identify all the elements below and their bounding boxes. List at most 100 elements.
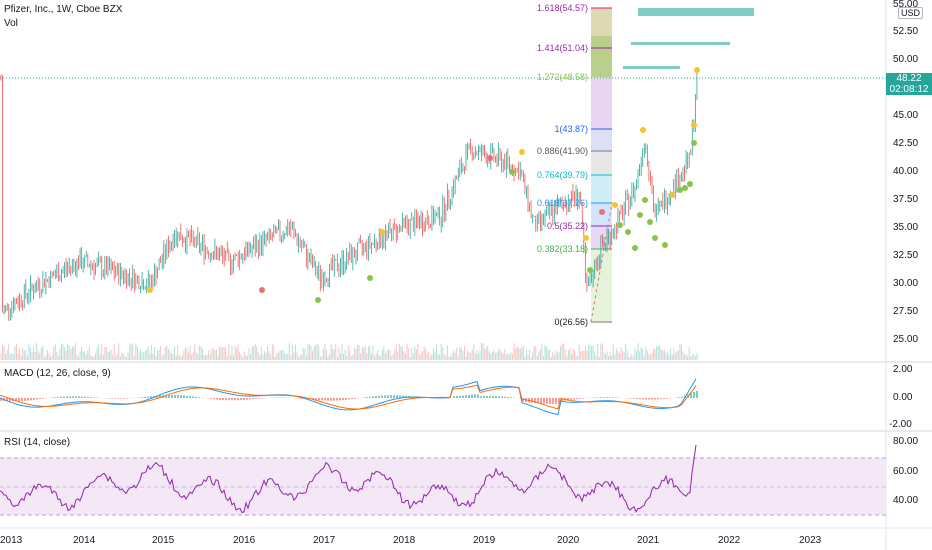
volume-bar	[544, 344, 546, 360]
macd-histogram-bar	[366, 397, 368, 398]
volume-bar	[40, 347, 42, 360]
macd-histogram-bar	[165, 395, 167, 398]
macd-histogram-bar	[342, 398, 344, 401]
volume-bar	[14, 346, 16, 360]
volume-bar	[691, 354, 693, 360]
vol-label: Vol	[4, 18, 18, 29]
volume-bar	[127, 352, 129, 360]
volume-bar	[457, 356, 459, 360]
volume-bar	[505, 354, 507, 360]
volume-bar	[639, 351, 641, 360]
macd-histogram-bar	[507, 396, 509, 398]
volume-bar	[460, 347, 462, 360]
volume-bar	[530, 356, 532, 360]
volume-bar	[257, 352, 259, 360]
volume-bar	[564, 348, 566, 360]
volume-bar	[50, 356, 52, 360]
macd-histogram-bar	[228, 398, 230, 401]
macd-label: MACD (12, 26, close, 9)	[4, 368, 111, 379]
volume-bar	[606, 351, 608, 360]
volume-bar	[384, 353, 386, 360]
volume-bar	[649, 355, 651, 360]
volume-bar	[276, 352, 278, 360]
symbol-title: Pfizer, Inc., 1W, Cboe BZX	[4, 4, 123, 15]
macd-histogram-bar	[300, 398, 302, 399]
macd-histogram-bar	[336, 398, 338, 401]
macd-histogram-bar	[306, 398, 308, 400]
macd-histogram-bar	[87, 396, 89, 398]
volume-bar	[56, 351, 58, 360]
volume-bar	[357, 344, 358, 360]
volume-bar	[411, 348, 413, 360]
volume-bar	[277, 352, 279, 360]
macd-histogram-bar	[183, 395, 185, 398]
volume-bar	[555, 350, 557, 360]
macd-histogram-bar	[495, 395, 497, 398]
time-label: 2016	[233, 535, 256, 546]
macd-histogram-bar	[246, 398, 248, 400]
volume-bar	[369, 345, 371, 360]
macd-histogram-bar	[177, 395, 179, 398]
macd-histogram-bar	[654, 398, 656, 400]
signal-dot	[632, 245, 638, 251]
volume-bar	[671, 354, 673, 360]
signal-dot	[662, 242, 668, 248]
volume-bar	[380, 356, 382, 360]
macd-histogram-bar	[225, 398, 227, 401]
volume-bar	[180, 356, 182, 360]
volume-bar	[315, 344, 317, 360]
volume-bar	[448, 356, 450, 360]
volume-bar	[31, 351, 33, 360]
volume-bar	[136, 347, 138, 360]
volume-bar	[310, 345, 312, 360]
volume-bar	[507, 353, 509, 360]
volume-bar	[152, 353, 154, 360]
volume-bar	[451, 353, 453, 360]
signal-dot	[367, 275, 373, 281]
volume-bar	[676, 351, 678, 360]
volume-bar	[239, 352, 241, 360]
macd-histogram-bar	[93, 397, 95, 398]
macd-histogram-bar	[66, 396, 68, 398]
macd-histogram-bar	[693, 392, 695, 398]
volume-bar	[589, 344, 591, 360]
currency-button[interactable]: USD	[898, 7, 924, 19]
macd-histogram-bar	[657, 398, 659, 400]
macd-histogram-bar	[663, 398, 665, 399]
macd-histogram-bar	[219, 398, 221, 400]
volume-bar	[175, 355, 177, 360]
volume-bar	[267, 346, 269, 360]
macd-histogram-bar	[534, 398, 536, 404]
volume-bar	[73, 346, 75, 360]
volume-bar	[53, 346, 55, 360]
volume-bar	[96, 348, 98, 360]
volume-bar	[524, 356, 526, 360]
volume-bar	[225, 348, 227, 360]
volume-bar	[391, 356, 393, 360]
volume-bar	[508, 354, 510, 360]
volume-bar	[3, 346, 5, 360]
volume-bar	[484, 348, 486, 360]
volume-bar	[265, 352, 267, 360]
volume-bar	[667, 351, 668, 360]
macd-histogram-bar	[576, 398, 578, 400]
volume-bar	[419, 355, 420, 360]
volume-bar	[623, 352, 625, 360]
volume-bar	[60, 344, 62, 360]
volume-bar	[33, 346, 35, 360]
volume-bar	[288, 343, 290, 360]
macd-histogram-bar	[612, 397, 614, 398]
target-bars[interactable]	[623, 8, 754, 69]
signal-dot	[694, 67, 700, 73]
volume-bar	[250, 354, 252, 360]
volume-bar	[665, 353, 667, 360]
volume-bar	[654, 348, 656, 360]
price-tick: 27.50	[893, 306, 919, 317]
volume-bar	[580, 351, 582, 360]
volume-bar	[8, 343, 10, 360]
volume-bar	[470, 352, 472, 360]
volume-bar	[130, 343, 132, 360]
volume-bar	[583, 350, 585, 360]
macd-histogram-bar	[390, 395, 392, 398]
